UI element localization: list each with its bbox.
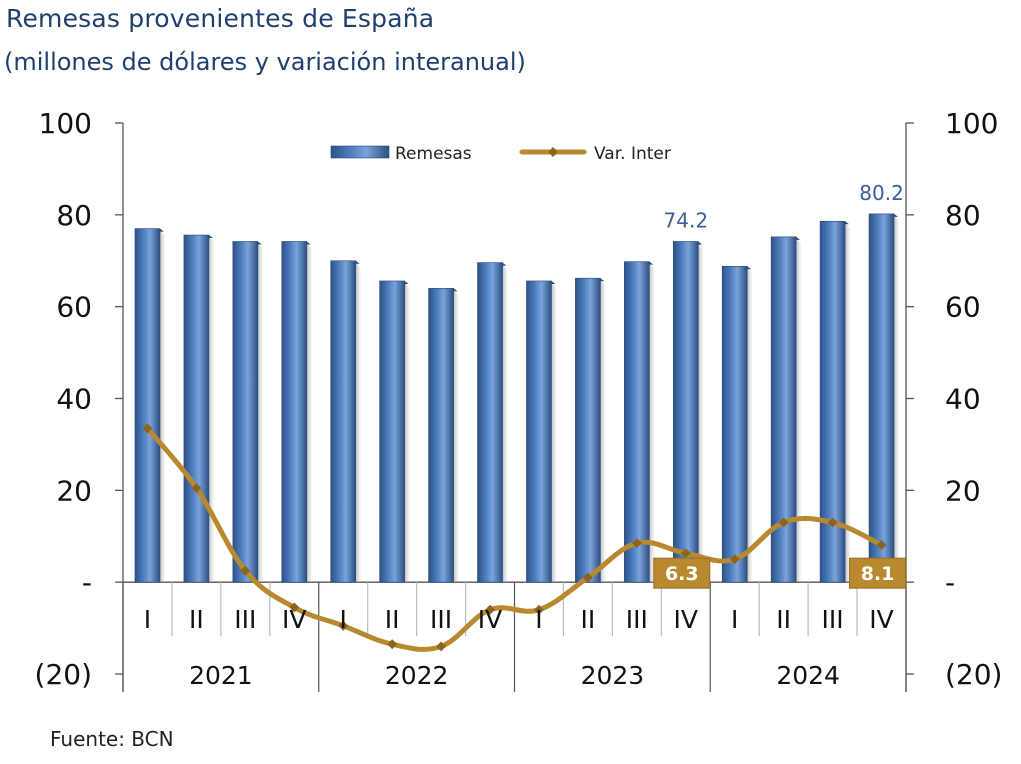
chart-subtitle: (millones de dólares y variación interan… bbox=[4, 48, 526, 76]
x-tick-label: I bbox=[731, 605, 738, 634]
bar-remesas bbox=[624, 261, 650, 583]
line-point bbox=[142, 423, 153, 434]
line-point bbox=[582, 572, 593, 583]
bar-shadow bbox=[894, 215, 900, 583]
series-line-var-inter bbox=[144, 425, 885, 652]
bar-remesas bbox=[134, 228, 161, 583]
x-tick-label: I bbox=[535, 605, 542, 634]
bar-remesas bbox=[721, 265, 748, 583]
bar-remesas bbox=[868, 213, 895, 583]
x-tick-label: IV bbox=[869, 605, 893, 634]
chart-title: Remesas provenientes de España bbox=[6, 4, 435, 33]
bar-remesas bbox=[575, 277, 601, 583]
x-tick-label: II bbox=[189, 605, 204, 634]
line-point bbox=[191, 483, 202, 493]
bar-shadow bbox=[747, 268, 753, 583]
bar-shadow bbox=[159, 230, 165, 583]
line-point bbox=[485, 604, 495, 615]
bar-shadow bbox=[600, 280, 606, 583]
line-point bbox=[534, 604, 544, 615]
bar-remesas bbox=[477, 262, 503, 583]
bar-remesas bbox=[281, 241, 308, 583]
line-point bbox=[827, 517, 838, 528]
right-tick-label: (20) bbox=[945, 658, 1002, 691]
bar-remesas bbox=[819, 220, 846, 583]
left-tick-label: 20 bbox=[56, 474, 92, 507]
x-tick-label: IV bbox=[674, 605, 698, 634]
right-tick-label: 80 bbox=[945, 199, 981, 232]
bar-remesas bbox=[379, 280, 405, 583]
bar-shadow bbox=[208, 237, 214, 583]
line-point bbox=[876, 540, 887, 550]
legend-label-remesas: Remesas bbox=[395, 144, 472, 164]
line-point bbox=[729, 554, 740, 565]
line-point bbox=[338, 620, 349, 631]
bar-remesas bbox=[330, 260, 357, 583]
line-point bbox=[289, 602, 300, 613]
bar-shadow bbox=[306, 243, 312, 583]
year-label: 2024 bbox=[776, 661, 840, 690]
left-tick-label: (20) bbox=[35, 658, 92, 691]
line-data-label-box bbox=[849, 557, 907, 589]
year-label: 2021 bbox=[189, 661, 253, 690]
bar-remesas bbox=[672, 241, 699, 583]
bar-shadow bbox=[649, 263, 655, 583]
right-tick-label: 20 bbox=[945, 474, 981, 507]
bar-shadow bbox=[551, 282, 557, 583]
legend-label-var-inter: Var. Inter bbox=[594, 144, 671, 164]
left-tick-label: 60 bbox=[56, 291, 92, 324]
line-point bbox=[680, 548, 691, 559]
source-note: Fuente: BCN bbox=[50, 727, 174, 751]
legend-marker-var-inter bbox=[548, 147, 558, 157]
bar-data-label: 74.2 bbox=[664, 208, 709, 232]
bar-shadow bbox=[698, 243, 704, 583]
left-tick-label: 100 bbox=[39, 107, 92, 140]
x-tick-label: IV bbox=[282, 605, 306, 634]
x-tick-label: II bbox=[385, 605, 400, 634]
x-tick-label: III bbox=[430, 605, 452, 634]
bar-remesas bbox=[232, 241, 259, 583]
legend-swatch-remesas bbox=[330, 145, 390, 159]
right-tick-label: 100 bbox=[945, 107, 998, 140]
bar-shadow bbox=[404, 282, 410, 583]
bar-data-label: 80.2 bbox=[859, 181, 904, 205]
x-tick-label: IV bbox=[478, 605, 502, 634]
right-tick-label: 60 bbox=[945, 291, 981, 324]
x-tick-label: I bbox=[144, 605, 151, 634]
right-tick-label: 40 bbox=[945, 383, 981, 416]
bar-shadow bbox=[502, 264, 508, 583]
x-tick-label: II bbox=[776, 605, 791, 634]
bar-remesas bbox=[183, 234, 210, 583]
line-point bbox=[240, 565, 251, 576]
bar-shadow bbox=[796, 238, 802, 583]
x-tick-label: III bbox=[822, 605, 844, 634]
line-data-label: 6.3 bbox=[665, 563, 699, 585]
bar-shadow bbox=[355, 262, 361, 583]
x-tick-label: I bbox=[340, 605, 347, 634]
bar-shadow bbox=[845, 223, 851, 583]
line-point bbox=[387, 639, 398, 650]
bar-remesas bbox=[428, 287, 454, 583]
line-data-label: 8.1 bbox=[861, 563, 895, 585]
left-tick-label: 40 bbox=[56, 383, 92, 416]
line-point bbox=[778, 517, 789, 528]
x-tick-label: II bbox=[581, 605, 596, 634]
year-label: 2023 bbox=[581, 661, 645, 690]
x-tick-label: III bbox=[234, 605, 256, 634]
line-point bbox=[436, 641, 447, 652]
line-point bbox=[631, 538, 642, 549]
x-tick-label: III bbox=[626, 605, 648, 634]
left-tick-label: - bbox=[82, 566, 92, 599]
bar-shadow bbox=[257, 243, 263, 583]
bar-remesas bbox=[526, 280, 552, 583]
year-label: 2022 bbox=[385, 661, 449, 690]
line-data-label-box bbox=[653, 557, 711, 589]
bar-shadow bbox=[453, 290, 459, 583]
left-tick-label: 80 bbox=[56, 199, 92, 232]
right-tick-label: - bbox=[945, 566, 955, 599]
